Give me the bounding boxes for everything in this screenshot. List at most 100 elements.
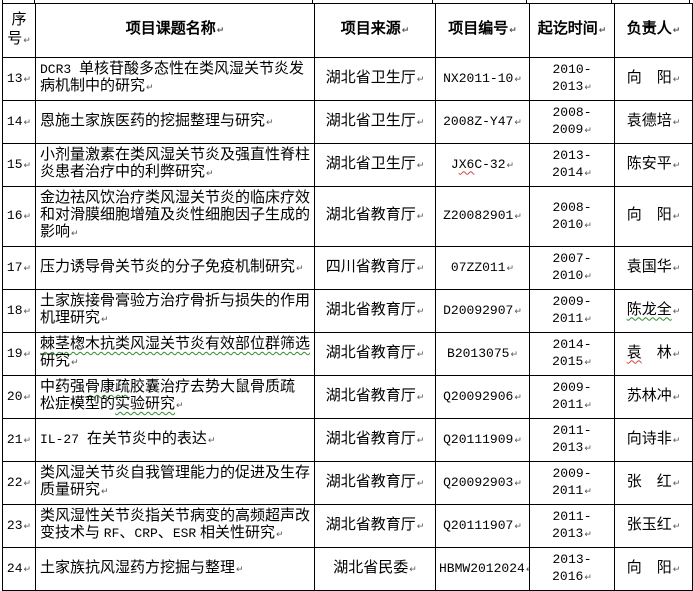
cell-leader: 苏林冲↵ xyxy=(614,375,693,419)
paragraph-mark: ↵ xyxy=(416,117,425,128)
paragraph-mark: ↵ xyxy=(672,160,681,171)
text-segment: IL-27 xyxy=(40,431,87,447)
paragraph-mark: ↵ xyxy=(584,272,592,282)
paragraph-mark: ↵ xyxy=(266,117,274,128)
text-segment: 单核苷酸多态性在类风湿关节炎发病机制中的研究 xyxy=(40,61,305,94)
cell-leader: 张玉红↵ xyxy=(614,504,693,548)
cell-leader: 袁德培↵ xyxy=(614,100,693,144)
cell-serial-no: 17↵ xyxy=(2,246,36,290)
text-segment: ESR xyxy=(172,526,197,541)
paragraph-mark: ↵ xyxy=(584,220,592,231)
column-header-leader: 负责人↵ xyxy=(614,3,693,58)
text-segment: Q20111909 xyxy=(443,431,514,447)
text-segment: 湖北省教育厅 xyxy=(325,430,416,447)
paragraph-mark: ↵ xyxy=(672,349,681,360)
paragraph-mark: ↵ xyxy=(401,26,410,36)
paragraph-mark: ↵ xyxy=(146,83,154,93)
cell-project-title: DCR3 单核苷酸多态性在类风湿关节炎发病机制中的研究↵ xyxy=(35,57,315,101)
text-segment: Q20111907 xyxy=(443,517,514,533)
cell-project-source: 湖北省教育厅↵ xyxy=(314,504,436,548)
paragraph-mark: ↵ xyxy=(514,306,522,317)
column-header-duration: 起讫时间↵ xyxy=(529,3,615,58)
cell-duration: 2011-2013↵ xyxy=(529,504,615,548)
table-row: 17↵ 压力诱导骨关节炎的分子免疫机制研究↵ 四川省教育厅↵ 07ZZ011↵ 2007… xyxy=(2,246,693,290)
paragraph-mark: ↵ xyxy=(584,169,592,179)
paragraph-mark: ↵ xyxy=(23,263,32,274)
text-segment: CRP xyxy=(134,526,158,541)
cell-project-title: 类风湿关节炎自我管理能力的促进及生存质量研究↵ xyxy=(35,461,315,505)
paragraph-mark: ↵ xyxy=(598,26,607,36)
cell-project-title: 中药强骨康疏胶囊治疗去势大鼠骨质疏松症模型的实验研究↵ xyxy=(35,375,315,419)
cell-duration: 2008-2009↵ xyxy=(529,100,615,144)
text-segment: 湖北省教育厅 xyxy=(325,516,416,533)
paragraph-mark: ↵ xyxy=(416,306,425,317)
cell-project-number: Q20092906↵ xyxy=(435,375,530,419)
text-segment: 棘茎楤木抗类风湿关节炎有效部位群筛选 xyxy=(40,336,311,352)
cell-project-title: 金边祛风饮治疗类风湿关节炎的临床疗效和对滑膜细胞增殖及炎性细胞因子生成的影响↵ xyxy=(35,186,315,247)
paragraph-mark: ↵ xyxy=(514,478,522,489)
text-segment: 中药强 xyxy=(40,379,86,395)
text-segment: 湖北省卫生厅 xyxy=(325,112,416,129)
text-segment: 四川省教育厅 xyxy=(325,258,416,275)
paragraph-mark: ↵ xyxy=(23,564,32,575)
text-segment: 向诗非 xyxy=(626,430,672,447)
cell-project-number: Z20082901↵ xyxy=(435,186,530,247)
text-segment: 相关性研究 xyxy=(196,525,275,541)
paragraph-mark: ↵ xyxy=(506,160,515,171)
cell-project-number: Q20111907↵ xyxy=(435,504,530,548)
paragraph-mark: ↵ xyxy=(23,306,32,317)
text-segment: 19 xyxy=(6,345,23,361)
text-segment: X6 xyxy=(458,156,475,172)
text-segment: 苏林冲 xyxy=(626,387,672,404)
paragraph-mark: ↵ xyxy=(23,392,32,403)
paragraph-mark: ↵ xyxy=(416,263,425,274)
cell-project-source: 湖北省教育厅↵ xyxy=(314,375,436,419)
column-header-project-title: 项目课题名称↵ xyxy=(35,3,315,58)
cell-project-title: 土家族接骨膏验方治疗骨折与损失的作用机理研究↵ xyxy=(35,289,315,333)
paragraph-mark: ↵ xyxy=(176,401,184,411)
text-segment: 2008Z-Y47 xyxy=(443,113,514,129)
text-segment: 15 xyxy=(6,156,23,172)
cell-project-source: 湖北省教育厅↵ xyxy=(314,461,436,505)
paragraph-mark: ↵ xyxy=(207,435,216,446)
cell-project-title: 土家族抗风湿药方挖掘与整理↵ xyxy=(35,547,315,591)
paragraph-mark: ↵ xyxy=(71,229,79,239)
partial-cell xyxy=(2,0,35,3)
text-segment: 22 xyxy=(6,474,23,490)
text-segment: 湖北省教育厅 xyxy=(325,387,416,404)
cell-project-title: 类风湿性关节炎指关节病变的高频超声改变技术与 RF、CRP、ESR 相关性研究↵ xyxy=(35,504,315,548)
paragraph-mark: ↵ xyxy=(216,26,225,36)
paragraph-mark: ↵ xyxy=(416,478,425,489)
text-segment: 向 阳 xyxy=(626,207,672,223)
paragraph-mark: ↵ xyxy=(584,530,592,540)
cell-duration: 2009-2011↵ xyxy=(529,461,615,505)
paragraph-mark: ↵ xyxy=(510,349,518,360)
cell-project-source: 湖北省卫生厅↵ xyxy=(314,100,436,144)
text-segment: 2009-2011 xyxy=(552,380,592,412)
cell-project-number: 07ZZ011↵ xyxy=(435,246,530,290)
text-segment: 胶囊治疗去势大鼠骨质疏松症模型的 xyxy=(40,379,296,412)
cell-serial-no: 21↵ xyxy=(2,418,36,462)
cell-leader: 陈安平↵ xyxy=(614,143,693,187)
cell-leader: 向 阳↵ xyxy=(614,547,693,591)
paragraph-mark: ↵ xyxy=(506,263,515,274)
paragraph-mark: ↵ xyxy=(672,435,681,446)
text-segment: 14 xyxy=(6,113,23,129)
cell-leader: 向 阳↵ xyxy=(614,186,693,247)
cell-project-title: 恩施土家族医药的挖掘整理与研究↵ xyxy=(35,100,315,144)
table-row: 15↵ 小剂量激素在类风湿关节炎及强直性脊柱炎患者治疗中的利弊研究↵ 湖北省卫生厅↵… xyxy=(2,143,693,187)
text-segment: 2011-2013 xyxy=(552,423,592,455)
paragraph-mark: ↵ xyxy=(509,26,517,36)
text-segment: Z20082901 xyxy=(443,208,514,223)
text-segment: 湖北省卫生厅 xyxy=(325,69,416,86)
text-segment: C-32 xyxy=(474,156,506,172)
paragraph-mark: ↵ xyxy=(206,169,214,179)
paragraph-mark: ↵ xyxy=(514,392,522,403)
text-segment: 2008-2009 xyxy=(552,105,592,137)
text-segment: HBMW2012024 xyxy=(439,560,525,576)
paragraph-mark: ↵ xyxy=(584,83,592,93)
text-segment: 23 xyxy=(6,517,23,533)
text-segment: D20092907 xyxy=(443,302,514,318)
text-segment: 湖北省卫生厅 xyxy=(325,155,416,172)
cell-project-number: HBMW2012024↵ xyxy=(435,547,530,591)
